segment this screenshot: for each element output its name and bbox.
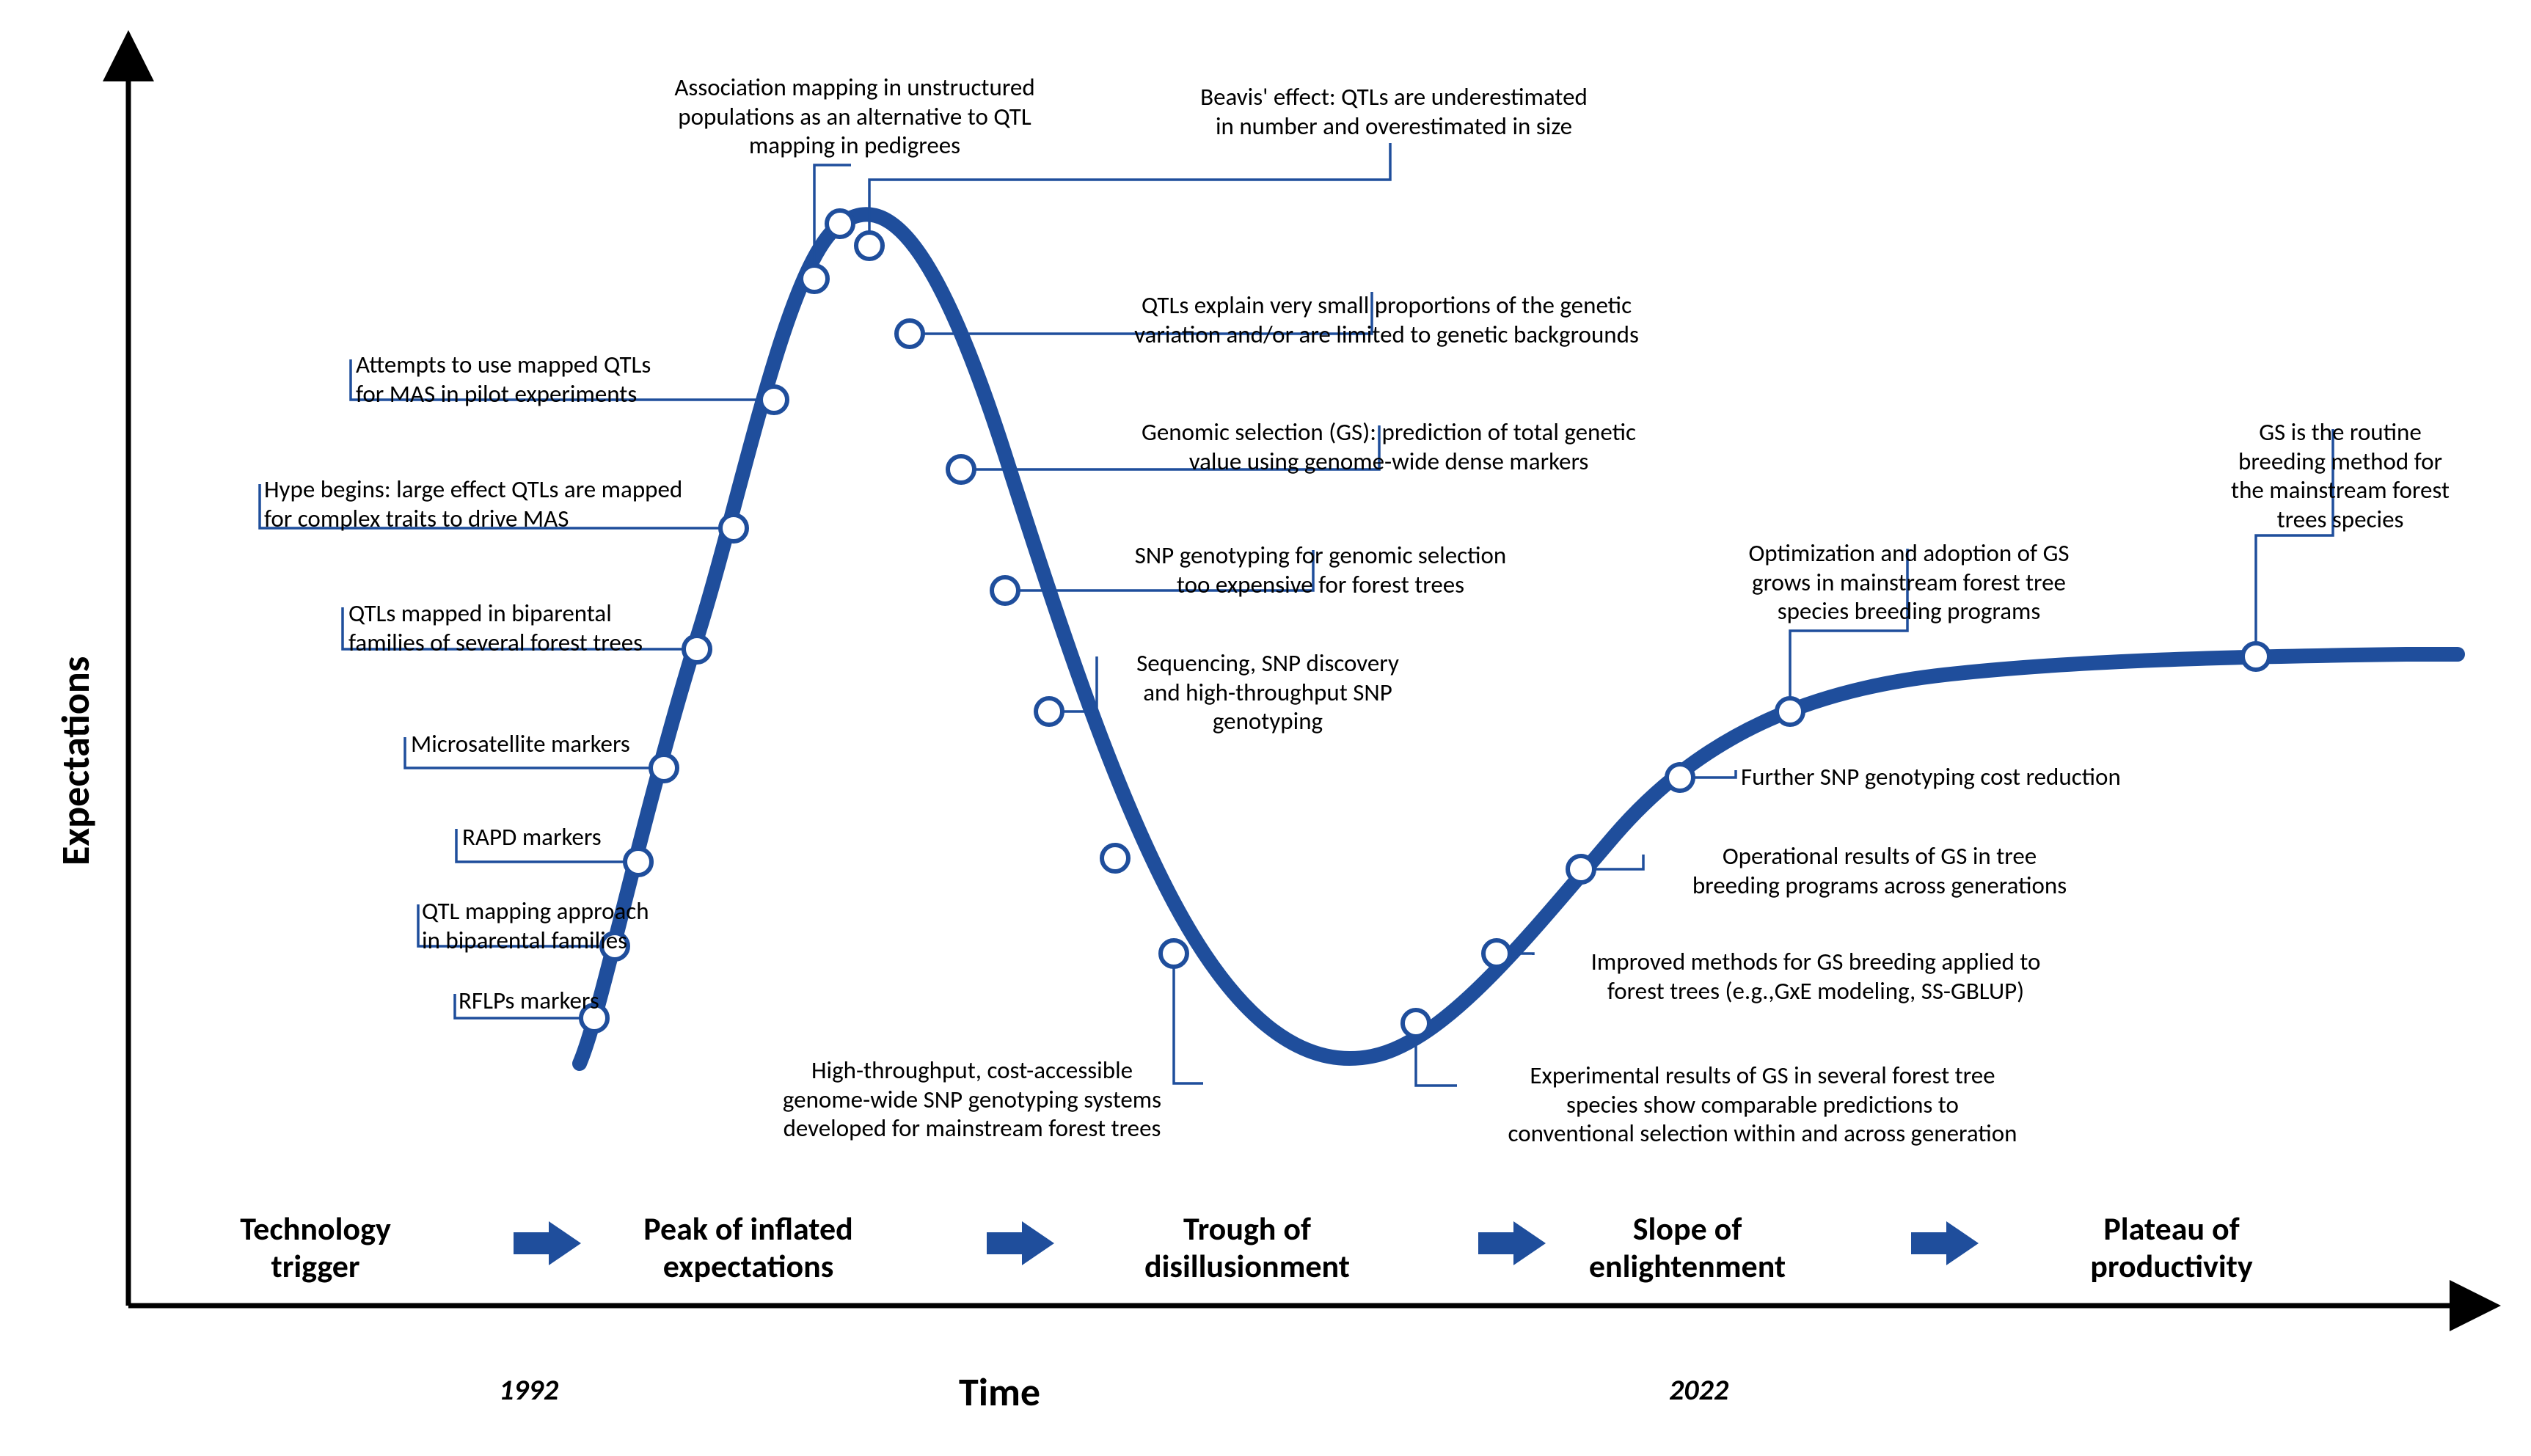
annot-seq-snp: Sequencing, SNP discovery and high-throu…	[1103, 649, 1433, 736]
phase-arrow	[987, 1221, 1054, 1265]
annot-beavis: Beavis' effect: QTLs are underestimated …	[1159, 83, 1629, 141]
annot-mas-attempts: Attempts to use mapped QTLs for MAS in p…	[356, 351, 723, 409]
annot-gs-def: Genomic selection (GS): prediction of to…	[1088, 418, 1690, 476]
annot-exp-results: Experimental results of GS in several fo…	[1456, 1061, 2069, 1149]
annot-optimization: Optimization and adoption of GS grows in…	[1700, 539, 2118, 626]
annot-rapd: RAPD markers	[462, 823, 682, 852]
phase-arrow	[1478, 1221, 1546, 1265]
point-mas-attempts	[761, 387, 787, 413]
point-snp-systems	[1161, 940, 1187, 967]
point-gs-def	[948, 456, 974, 483]
point-beavis	[856, 233, 883, 259]
phase-technology-trigger: Technology trigger	[198, 1210, 433, 1284]
phase-trough: Trough of disillusionment	[1115, 1210, 1379, 1284]
point-qtl-small	[896, 321, 923, 347]
phase-slope: Slope of enlightenment	[1555, 1210, 1819, 1284]
point-rapd	[625, 849, 651, 875]
year-1992: 1992	[499, 1372, 558, 1408]
annot-snp-systems: High-throughput, cost-accessible genome-…	[737, 1056, 1207, 1144]
annot-qtl-biparental: QTL mapping approach in biparental famil…	[422, 897, 730, 955]
annot-qtl-small: QTLs explain very small proportions of t…	[1086, 291, 1687, 349]
point-routine	[2243, 643, 2269, 670]
point-assoc-mapping	[801, 266, 828, 292]
point-ht-snp	[1102, 845, 1128, 871]
annot-snp-expensive: SNP genotyping for genomic selection too…	[1082, 541, 1559, 599]
point-exp-results	[1403, 1010, 1429, 1036]
annot-improved: Improved methods for GS breeding applied…	[1537, 948, 2094, 1006]
phase-arrow	[514, 1221, 581, 1265]
annot-routine: GS is the routine breeding method for th…	[2194, 418, 2487, 534]
point-peak-top	[827, 211, 853, 237]
annot-operational: Operational results of GS in tree breedi…	[1648, 842, 2111, 900]
annot-qtl-forest: QTLs mapped in biparental families of se…	[348, 599, 701, 657]
phase-arrow	[1911, 1221, 1979, 1265]
point-seq-snp	[1036, 698, 1062, 725]
point-snp-expensive	[992, 577, 1018, 604]
annot-cost-reduction: Further SNP genotyping cost reduction	[1741, 763, 2210, 792]
point-improved	[1483, 940, 1510, 967]
annot-hype-begins: Hype begins: large effect QTLs are mappe…	[264, 475, 748, 533]
annot-assoc-mapping: Association mapping in unstructured popu…	[620, 73, 1089, 161]
annot-microsat: Microsatellite markers	[411, 730, 704, 759]
point-optimization	[1777, 698, 1803, 725]
phase-plateau: Plateau of productivity	[2054, 1210, 2289, 1284]
phase-peak: Peak of inflated expectations	[620, 1210, 877, 1284]
y-axis-label: Expectations	[51, 656, 100, 866]
point-operational	[1568, 856, 1594, 882]
annot-rflp: RFLPs markers	[459, 987, 679, 1016]
x-axis-label: Time	[959, 1368, 1040, 1416]
year-2022: 2022	[1669, 1372, 1728, 1408]
point-cost-reduction	[1667, 764, 1693, 791]
